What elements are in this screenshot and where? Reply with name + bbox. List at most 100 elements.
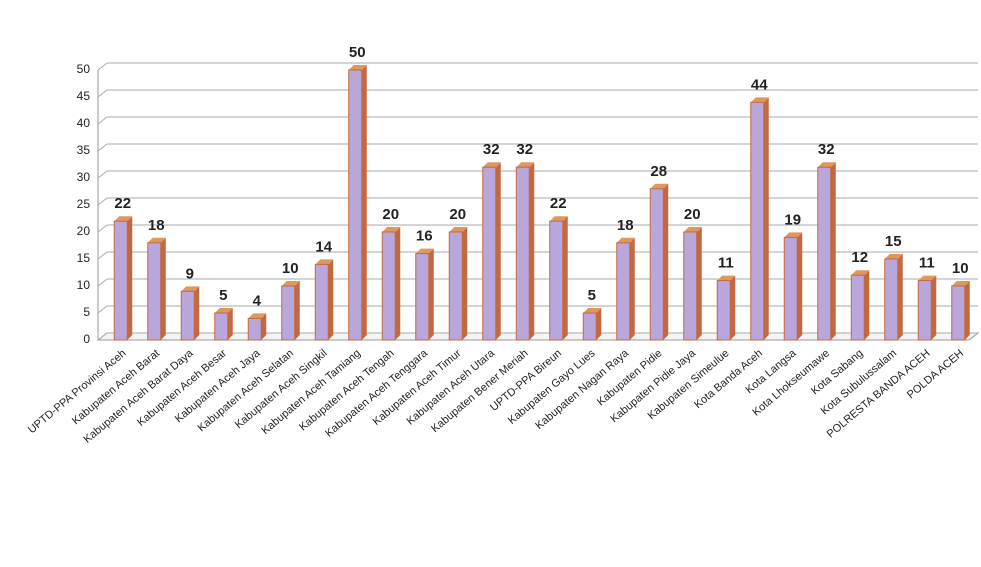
bar-side bbox=[964, 281, 970, 340]
grid-line bbox=[97, 170, 108, 179]
y-tick-label: 35 bbox=[77, 143, 91, 157]
bar-top bbox=[650, 183, 669, 189]
value-label: 32 bbox=[483, 141, 500, 158]
value-label: 20 bbox=[684, 206, 701, 223]
bar bbox=[415, 253, 430, 341]
bar-side bbox=[495, 162, 501, 340]
value-label: 5 bbox=[588, 287, 596, 304]
bar-side bbox=[897, 254, 903, 340]
bar bbox=[850, 274, 865, 341]
value-label: 4 bbox=[253, 292, 262, 309]
grid-line bbox=[97, 89, 108, 98]
bar-side bbox=[830, 162, 836, 340]
bar-side bbox=[361, 65, 367, 340]
bar-top bbox=[884, 254, 903, 259]
bar-top bbox=[549, 216, 568, 222]
value-label: 20 bbox=[449, 206, 466, 223]
bar-side bbox=[462, 227, 468, 340]
bar-side bbox=[529, 162, 535, 340]
value-label: 50 bbox=[349, 44, 366, 61]
bar bbox=[381, 231, 396, 341]
y-tick-label: 45 bbox=[77, 89, 91, 103]
bar bbox=[649, 188, 664, 341]
bar-top bbox=[616, 237, 635, 243]
bar-top bbox=[315, 259, 334, 265]
bar-side bbox=[395, 227, 401, 340]
value-label: 22 bbox=[114, 195, 131, 212]
bar-top bbox=[281, 281, 300, 286]
bar-side bbox=[596, 308, 602, 340]
bar-top bbox=[683, 227, 702, 232]
y-tick-label: 30 bbox=[77, 170, 91, 184]
bar-side bbox=[696, 227, 702, 340]
grid-line bbox=[97, 332, 108, 341]
grid-line bbox=[97, 224, 108, 233]
bar bbox=[214, 312, 229, 341]
bar-side bbox=[227, 308, 233, 340]
bar-top bbox=[449, 227, 468, 232]
bar bbox=[281, 285, 296, 341]
y-tick-label: 20 bbox=[77, 224, 91, 238]
bar bbox=[716, 280, 731, 341]
grid-line bbox=[97, 62, 108, 71]
bar bbox=[582, 312, 597, 341]
bar-side bbox=[428, 248, 434, 340]
bar-side bbox=[328, 259, 334, 340]
bar-side bbox=[864, 270, 870, 340]
value-label: 5 bbox=[219, 287, 227, 304]
bar bbox=[348, 69, 363, 341]
bar-side bbox=[931, 275, 937, 340]
bar-top bbox=[248, 313, 267, 319]
bar bbox=[917, 280, 932, 341]
bar-top bbox=[583, 308, 602, 313]
bar-top bbox=[348, 65, 367, 70]
value-label: 32 bbox=[516, 141, 533, 158]
bar-top bbox=[951, 281, 970, 286]
value-label: 12 bbox=[851, 249, 868, 266]
value-label: 16 bbox=[416, 228, 433, 245]
bar-top bbox=[382, 227, 401, 232]
y-tick-label: 25 bbox=[77, 197, 91, 211]
bar-side bbox=[629, 237, 635, 340]
value-label: 15 bbox=[885, 233, 902, 250]
bar-side bbox=[294, 281, 300, 340]
bar bbox=[750, 101, 765, 341]
bar-top bbox=[516, 162, 535, 168]
bar-side bbox=[763, 97, 769, 341]
bar-top bbox=[784, 232, 803, 238]
bar-side bbox=[730, 275, 736, 340]
value-label: 28 bbox=[650, 163, 667, 180]
y-tick-label: 5 bbox=[83, 305, 90, 319]
bar-side bbox=[562, 216, 568, 340]
y-tick-label: 10 bbox=[77, 278, 91, 292]
bar bbox=[113, 220, 128, 341]
bar bbox=[314, 263, 329, 341]
grid-line bbox=[97, 143, 108, 152]
bar bbox=[683, 231, 698, 341]
value-label: 44 bbox=[751, 76, 768, 93]
y-tick-label: 50 bbox=[77, 62, 91, 76]
bar bbox=[884, 258, 899, 341]
bar-top bbox=[817, 162, 836, 168]
value-label: 10 bbox=[282, 260, 299, 277]
value-label: 10 bbox=[952, 260, 969, 277]
value-label: 11 bbox=[718, 255, 734, 272]
value-label: 22 bbox=[550, 195, 567, 212]
bar bbox=[482, 166, 497, 341]
bar-top bbox=[918, 275, 937, 281]
bar bbox=[515, 166, 530, 341]
value-label: 11 bbox=[919, 255, 935, 272]
bar bbox=[951, 285, 966, 341]
value-label: 20 bbox=[382, 206, 399, 223]
bar bbox=[247, 317, 262, 341]
bar bbox=[817, 166, 832, 341]
bar-top bbox=[214, 308, 233, 313]
value-label: 32 bbox=[818, 141, 835, 158]
bar bbox=[549, 220, 564, 341]
grid-line bbox=[97, 197, 108, 206]
bar-side bbox=[194, 286, 200, 340]
y-tick-label: 0 bbox=[83, 332, 90, 346]
grid-line bbox=[97, 278, 108, 287]
value-label: 9 bbox=[186, 265, 194, 282]
